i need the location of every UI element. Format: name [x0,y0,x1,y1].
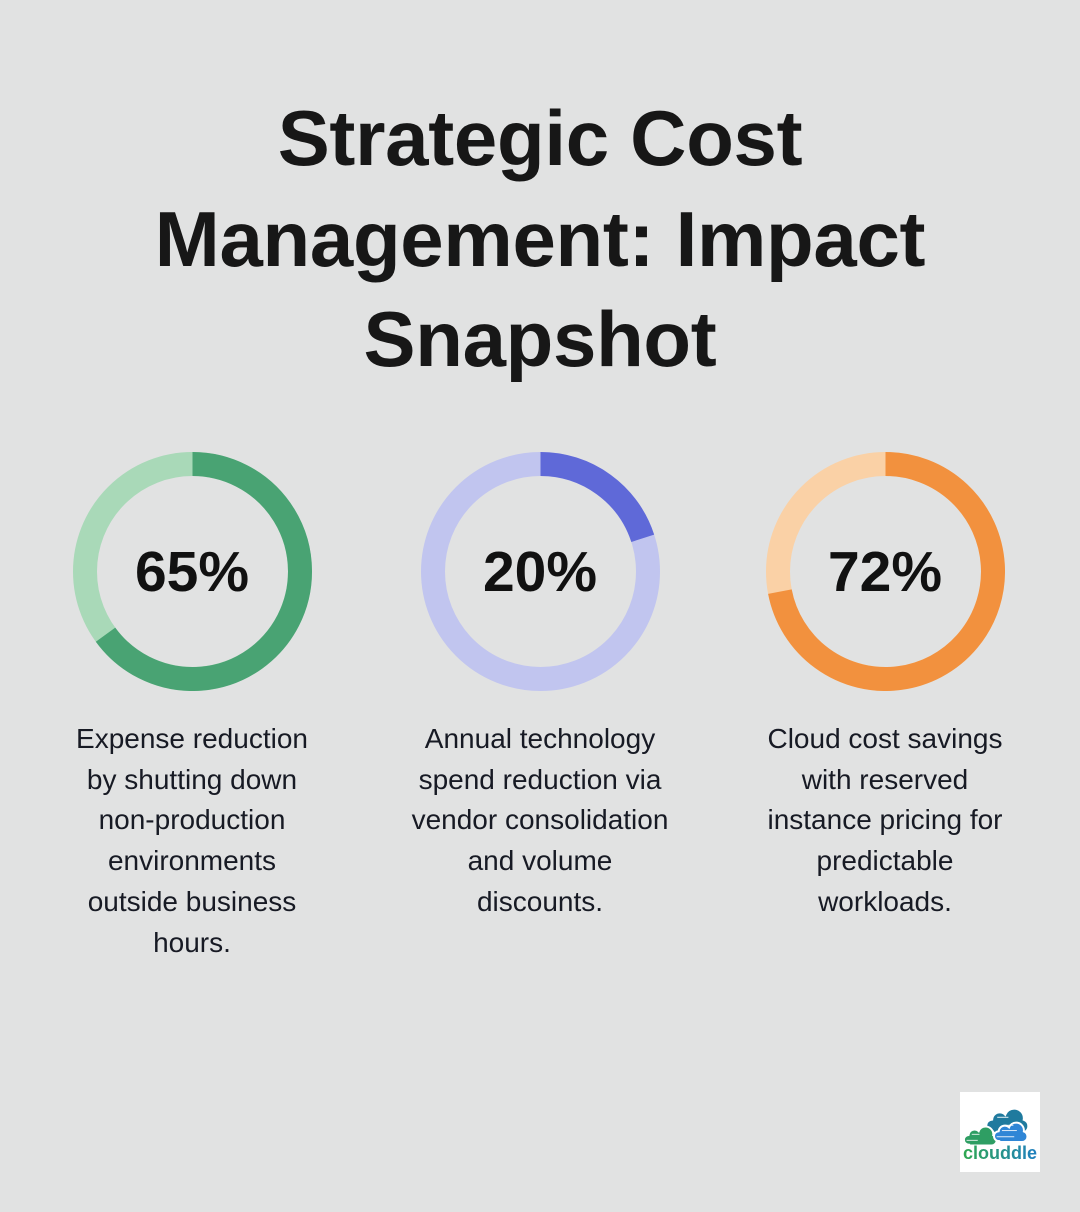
svg-text:clouddle: clouddle [963,1143,1037,1163]
